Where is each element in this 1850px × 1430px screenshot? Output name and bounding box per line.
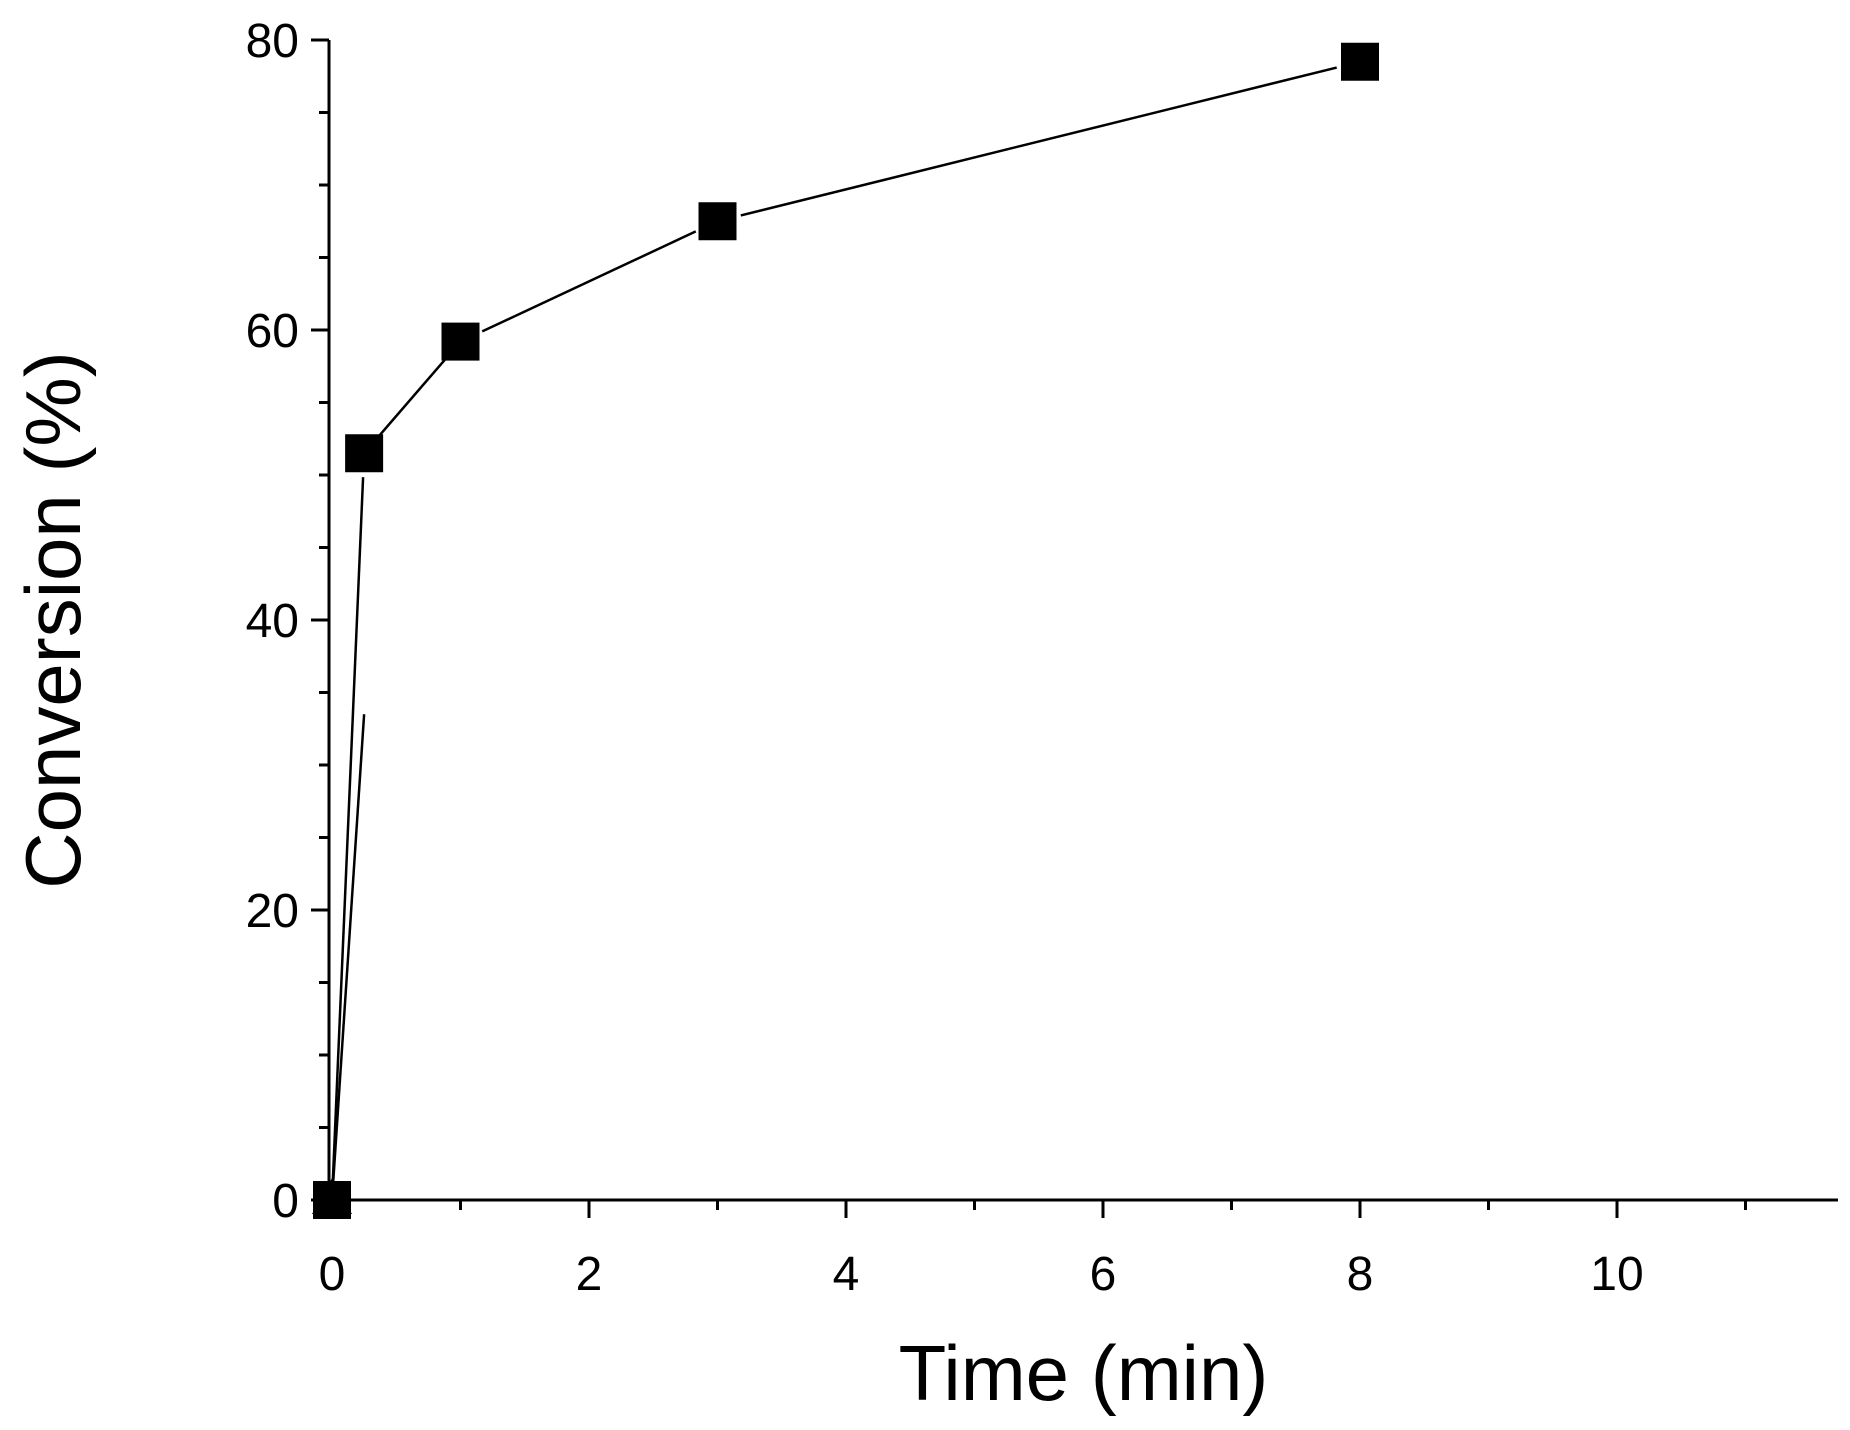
series-lines [330, 66, 1338, 1201]
series-2-point-triangle [312, 1178, 352, 1214]
axes [327, 40, 1838, 1202]
axis-ticks: 0 20 40 60 80 0 2 4 6 8 10 [246, 15, 1747, 1301]
y-tick-label: 80 [246, 15, 299, 68]
series-1-point-square [345, 434, 384, 473]
y-tick-label: 0 [272, 1175, 299, 1228]
x-tick-label: 4 [833, 1248, 860, 1301]
x-axis-title: Time (min) [899, 1329, 1269, 1417]
x-tick-label: 6 [1090, 1248, 1117, 1301]
x-tick-label: 8 [1347, 1248, 1374, 1301]
series-1-segment [378, 358, 446, 436]
x-tick-label: 10 [1590, 1248, 1643, 1301]
series-1-segment [481, 230, 697, 333]
series-1-segment [330, 477, 365, 1201]
series-markers [312, 42, 1379, 1219]
series-2-segment [330, 714, 366, 1201]
y-tick-label: 40 [246, 595, 299, 648]
y-axis-title: Conversion (%) [9, 351, 97, 889]
series-1-point-square [441, 322, 480, 361]
series-1-point-square [698, 202, 737, 241]
y-tick-label: 60 [246, 305, 299, 358]
x-tick-label: 2 [576, 1248, 603, 1301]
y-tick-label: 20 [246, 885, 299, 938]
series-1-point-square [1341, 42, 1379, 81]
series-1-segment [740, 66, 1338, 217]
x-tick-label: 0 [319, 1248, 346, 1301]
